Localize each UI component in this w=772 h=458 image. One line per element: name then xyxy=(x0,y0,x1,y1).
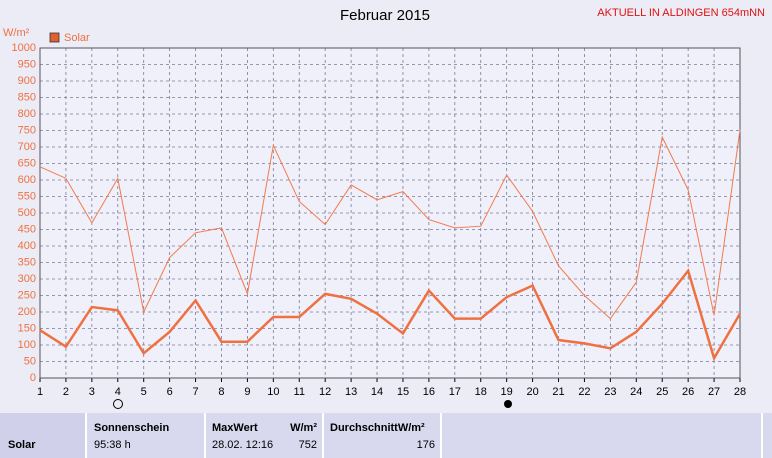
x-tick-label: 9 xyxy=(244,386,250,398)
y-tick-label: 550 xyxy=(18,190,36,202)
x-tick-label: 3 xyxy=(89,386,95,398)
y-tick-label: 500 xyxy=(18,207,36,219)
y-tick-label: 900 xyxy=(18,75,36,87)
y-tick-label: 650 xyxy=(18,157,36,169)
x-tick-label: 6 xyxy=(167,386,173,398)
table-bg xyxy=(0,413,772,458)
x-tick-label: 26 xyxy=(682,386,694,398)
x-tick-label: 23 xyxy=(604,386,616,398)
col-header: MaxWert xyxy=(212,422,258,434)
x-tick-label: 28 xyxy=(734,386,746,398)
marker-circle xyxy=(113,399,123,409)
x-tick-label: 27 xyxy=(708,386,720,398)
x-tick-label: 21 xyxy=(552,386,564,398)
y-tick-label: 100 xyxy=(18,339,36,351)
x-tick-label: 14 xyxy=(371,386,383,398)
x-tick-label: 11 xyxy=(294,386,305,398)
summary-table: Solar Sonnenschein 95:38 h MaxWert W/m² … xyxy=(0,413,772,458)
x-tick-label: 8 xyxy=(218,386,224,398)
col-header: DurchschnittW/m² xyxy=(330,422,425,434)
y-tick-label: 400 xyxy=(18,240,36,252)
y-tick-label: 600 xyxy=(18,174,36,186)
x-tick-label: 25 xyxy=(656,386,668,398)
y-tick-label: 800 xyxy=(18,108,36,120)
legend-label: Solar xyxy=(64,32,90,44)
x-tick-label: 7 xyxy=(192,386,198,398)
x-tick-label: 13 xyxy=(345,386,357,398)
x-tick-label: 5 xyxy=(141,386,147,398)
y-tick-label: 200 xyxy=(18,306,36,318)
y-tick-label: 50 xyxy=(24,355,36,367)
y-tick-label: 1000 xyxy=(12,42,36,54)
y-tick-label: 750 xyxy=(18,124,36,136)
y-tick-label: 700 xyxy=(18,141,36,153)
row-label: Solar xyxy=(8,439,36,451)
x-tick-label: 10 xyxy=(267,386,279,398)
annotation: AKTUELL IN ALDINGEN 654mNN xyxy=(597,7,765,19)
y-tick-label: 850 xyxy=(18,91,36,103)
x-tick-label: 22 xyxy=(578,386,590,398)
legend-swatch xyxy=(49,32,60,43)
col-unit: W/m² xyxy=(290,422,317,434)
x-tick-label: 12 xyxy=(319,386,331,398)
chart-title: Februar 2015 xyxy=(340,7,430,24)
x-tick-label: 16 xyxy=(423,386,435,398)
series-line xyxy=(39,268,742,362)
y-tick-label: 150 xyxy=(18,322,36,334)
x-tick-label: 15 xyxy=(397,386,409,398)
col-value: 95:38 h xyxy=(94,439,131,451)
marker-dot xyxy=(504,400,512,408)
y-tick-label: 0 xyxy=(30,372,36,384)
y-tick-label: 350 xyxy=(18,256,36,268)
series-line xyxy=(39,129,741,320)
col-value: 752 xyxy=(299,439,317,451)
col-header: Sonnenschein xyxy=(94,422,169,434)
y-tick-label: 250 xyxy=(18,289,36,301)
x-tick-label: 17 xyxy=(449,386,461,398)
x-tick-label: 20 xyxy=(526,386,538,398)
x-tick-label: 1 xyxy=(37,386,43,398)
y-tick-label: 300 xyxy=(18,273,36,285)
col-value: 176 xyxy=(417,439,435,451)
col-date: 28.02. 12:16 xyxy=(212,439,273,451)
y-tick-label: 450 xyxy=(18,223,36,235)
x-tick-label: 19 xyxy=(501,386,513,398)
x-tick-label: 24 xyxy=(630,386,642,398)
x-tick-label: 4 xyxy=(115,386,121,398)
plot-border xyxy=(39,47,741,379)
x-tick-label: 2 xyxy=(63,386,69,398)
y-tick-label: 950 xyxy=(18,58,36,70)
x-tick-label: 18 xyxy=(475,386,487,398)
table-cell xyxy=(0,413,85,458)
y-axis-label: W/m² xyxy=(3,27,30,39)
